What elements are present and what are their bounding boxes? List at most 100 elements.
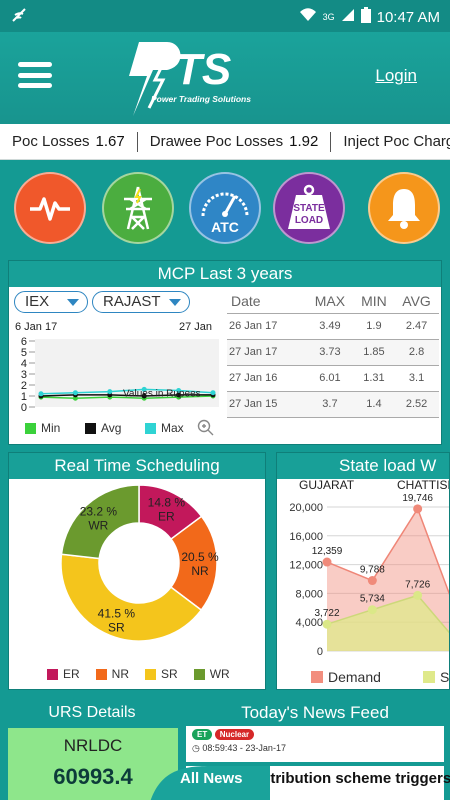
series-max (40, 388, 214, 395)
app-header: TS Power Trading Solutions Login (0, 32, 450, 124)
legend-s: S (423, 669, 449, 685)
slice-value-label: 41.5 % (98, 607, 136, 621)
y-tick-label: 3 (21, 369, 27, 381)
col-min: MIN (353, 289, 395, 314)
urs-panel: URS Details NRLDC 60993.4 (6, 700, 178, 800)
mcp-panel: MCP Last 3 years IEX RAJAST 6 Jan 17 27 … (8, 260, 442, 445)
legend-demand: Demand (311, 669, 381, 685)
date-to[interactable]: 27 Jan (179, 321, 213, 333)
clock-icon: ◷ (192, 743, 200, 753)
y-tick-label: 8,000 (295, 588, 323, 600)
col-date: Date (227, 289, 307, 314)
gauge-icon: ATC (201, 192, 249, 235)
news-tag: ET (192, 729, 213, 740)
state-load-button[interactable]: STATE LOAD (273, 172, 345, 244)
col-max: MAX (306, 289, 354, 314)
urs-title: URS Details (6, 700, 178, 726)
svg-text:ATC: ATC (211, 219, 239, 235)
ticker-item: Inject Poc Charges (343, 132, 450, 150)
transmission-button[interactable] (102, 172, 174, 244)
login-link[interactable]: Login (375, 66, 417, 85)
chevron-down-icon (169, 299, 181, 306)
data-label: 19,746 (402, 493, 433, 504)
data-point (322, 557, 332, 567)
atc-button[interactable]: ATC (189, 172, 261, 244)
state-select[interactable]: RAJAST (92, 291, 190, 313)
all-news-button[interactable]: All News (150, 762, 270, 800)
news-headline: stribution scheme triggers (262, 770, 450, 787)
series-line (326, 507, 449, 595)
data-label: 9,788 (360, 565, 385, 576)
svg-text:STATE: STATE (293, 203, 325, 214)
pts-logo: TS Power Trading Solutions (125, 36, 290, 120)
legend-nr: NR (95, 667, 129, 681)
data-point (141, 386, 147, 392)
legend-sr: SR (145, 667, 178, 681)
weight-icon: STATE LOAD (288, 184, 330, 229)
slice-value-label: 20.5 % (181, 550, 219, 564)
y-tick-label: 4 (21, 358, 27, 370)
rts-title: Real Time Scheduling (9, 453, 265, 479)
ticker-item: Drawee Poc Losses 1.92 (138, 131, 332, 152)
slice-wr (60, 484, 140, 560)
series-avg (40, 394, 213, 397)
chevron-down-icon (67, 299, 79, 306)
legend-max: Max (145, 421, 184, 435)
all-news-label: All News (180, 770, 243, 787)
legend-min: Min (25, 421, 60, 435)
area-s (327, 595, 449, 651)
data-point (141, 393, 147, 399)
data-point (72, 390, 78, 396)
logo-subtitle: Power Trading Solutions (151, 94, 251, 104)
data-point (413, 504, 423, 514)
data-point (367, 576, 377, 586)
y-tick-label: 0 (317, 646, 323, 658)
legend-avg: Avg (85, 421, 121, 435)
tower-icon (124, 186, 152, 230)
pulse-button[interactable] (14, 172, 86, 244)
notifications-button[interactable] (368, 172, 440, 244)
urs-value-box[interactable]: NRLDC 60993.4 (8, 728, 178, 800)
news-item[interactable]: ET Nuclear ◷ 08:59:43 - 23-Jan-17 (186, 726, 444, 762)
urs-region: NRLDC (63, 736, 123, 755)
signal-icon (341, 8, 355, 26)
x-tick-label: GUJARAT (299, 479, 355, 492)
zoom-icon[interactable] (197, 419, 215, 442)
menu-icon[interactable] (18, 58, 52, 92)
data-point (367, 605, 377, 615)
y-tick-label: 20,000 (289, 502, 323, 514)
table-row: 26 Jan 17 3.49 1.9 2.47 (227, 313, 439, 340)
network-type: 3G (322, 12, 335, 22)
state-load-title: State load W (277, 453, 449, 479)
status-bar: 3G 10:47 AM (0, 0, 450, 32)
bell-icon (388, 189, 420, 229)
rts-donut-chart: 14.8 %ER 20.5 %NR 41.5 %SR 23.2 %WR (60, 484, 219, 642)
col-avg: AVG (394, 289, 439, 314)
quick-actions: ATC STATE LOAD (0, 166, 450, 246)
data-label: 5,734 (360, 594, 385, 605)
data-point (107, 389, 113, 395)
series-line (326, 594, 449, 634)
exchange-select[interactable]: IEX (14, 291, 88, 313)
rts-panel: Real Time Scheduling 14.8 % ER 20.5 % NR 41.… (8, 452, 266, 690)
legend-wr: WR (193, 667, 230, 681)
urs-value: 60993.4 (53, 764, 133, 789)
svg-text:TS: TS (175, 45, 231, 94)
data-point (38, 391, 44, 397)
slice-category-label: ER (158, 509, 175, 523)
svg-text:LOAD: LOAD (295, 215, 323, 226)
slice-sr (60, 553, 203, 642)
table-row: 27 Jan 17 3.73 1.85 2.8 (227, 339, 439, 366)
data-point (322, 619, 332, 629)
y-tick-label: 12,000 (289, 560, 323, 572)
slice-category-label: SR (108, 621, 125, 635)
slice-category-label: WR (88, 518, 108, 532)
y-tick-label: 1 (21, 391, 27, 403)
legend-er: ER (47, 667, 80, 681)
date-from[interactable]: 6 Jan 17 (15, 321, 58, 333)
table-row: 27 Jan 15 3.7 1.4 2.52 (227, 391, 439, 418)
mcp-title: MCP Last 3 years (9, 261, 441, 287)
ticker-bar: Poc Losses 1.67 Drawee Poc Losses 1.92 Inj… (0, 124, 450, 160)
wifi-icon (299, 8, 317, 26)
